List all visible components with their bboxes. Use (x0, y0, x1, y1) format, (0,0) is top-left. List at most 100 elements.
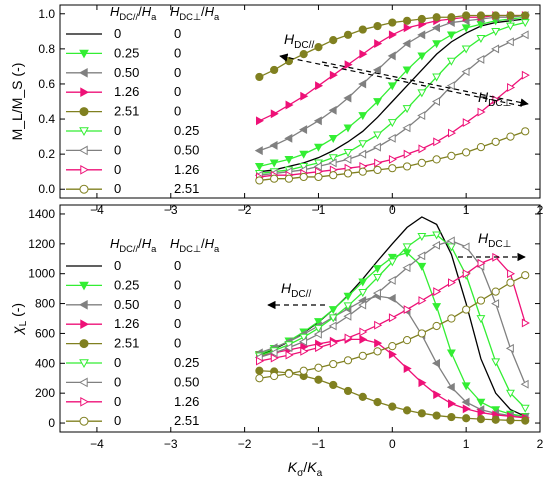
data-point (388, 154, 397, 164)
data-point (388, 402, 397, 411)
legend-entry: 0 2.51 (66, 413, 199, 428)
y-tick-label: 1200 (28, 237, 55, 251)
data-point (417, 232, 427, 241)
legend-col2: 1.26 (174, 162, 199, 177)
data-point (343, 169, 353, 178)
data-point (373, 131, 382, 140)
data-point (284, 133, 293, 143)
annotation: HDC⊥ (321, 61, 529, 109)
legend-col1: 2.51 (114, 104, 139, 119)
legend-col1: 0.25 (114, 45, 139, 60)
data-point (358, 278, 368, 287)
series-line (259, 14, 526, 122)
data-point (491, 299, 500, 309)
data-point (448, 128, 457, 138)
annotation: HDC⊥ (458, 230, 526, 262)
annotation-label: HDC⊥ (478, 230, 511, 250)
data-point (343, 93, 352, 103)
data-point (418, 378, 427, 388)
data-point (299, 333, 309, 342)
data-point (491, 44, 500, 54)
legend-col2: 0 (174, 258, 181, 273)
data-point (344, 333, 353, 343)
data-point (314, 363, 323, 372)
data-point (373, 98, 382, 107)
legend-entry: 1.26 0 (66, 316, 181, 331)
y-tick-label: 0.6 (38, 77, 55, 91)
data-point (359, 334, 368, 344)
legend-col1: 0 (114, 355, 121, 370)
legend-entry: 0 0.50 (66, 142, 199, 157)
data-point (358, 351, 367, 360)
legend-entry: 0 0.50 (66, 374, 199, 389)
data-point (477, 408, 486, 418)
data-point (491, 27, 501, 36)
series-5 (254, 231, 530, 413)
data-point (255, 176, 264, 185)
data-point (462, 148, 471, 157)
annotation-label: HDC// (284, 31, 314, 51)
x-tick-label: 1 (463, 437, 470, 451)
data-point (521, 70, 530, 80)
legend-col1: 0.50 (114, 297, 139, 312)
legend-col1: 0.25 (114, 277, 139, 292)
data-point (358, 112, 368, 121)
data-point (358, 300, 367, 310)
legend-entry: 2.51 0 (66, 104, 181, 119)
data-point (328, 314, 338, 323)
data-point (387, 258, 397, 267)
data-point (461, 45, 471, 54)
data-point (403, 23, 412, 33)
data-point (433, 137, 442, 147)
legend-entry: 0.50 0 (66, 297, 181, 312)
y-tick-label: 0.2 (38, 147, 55, 161)
legend-col2: 0 (174, 26, 181, 41)
annotation-label: HDC// (281, 280, 311, 300)
data-point (373, 398, 382, 407)
data-point (520, 404, 530, 413)
data-point (343, 149, 353, 158)
data-point (388, 313, 397, 323)
data-point (476, 315, 486, 324)
data-point (269, 159, 279, 168)
data-point (256, 116, 265, 126)
data-point (477, 258, 486, 268)
data-point (256, 356, 265, 366)
data-point (476, 296, 486, 305)
data-point (506, 11, 515, 20)
data-point (476, 398, 486, 407)
data-point (387, 133, 396, 143)
data-point (477, 107, 486, 117)
data-point (343, 124, 353, 133)
legend-col1: 1.26 (114, 316, 139, 331)
data-point (417, 111, 426, 120)
data-point (507, 269, 516, 279)
data-point (328, 306, 338, 315)
data-point (300, 91, 309, 101)
data-point (446, 243, 456, 252)
series-8 (255, 271, 530, 383)
data-point (417, 251, 426, 261)
x-tick-label: 2 (537, 437, 544, 451)
data-point (284, 343, 293, 353)
data-point (387, 293, 396, 303)
data-point (402, 243, 412, 252)
legend-entry: 0.25 0 (66, 45, 181, 60)
legend: HDC///Ha HDC⊥/Ha0 00.25 00.50 01.26 02.51 00 0.… (66, 236, 220, 428)
data-point (417, 262, 427, 271)
legend: HDC///Ha HDC⊥/Ha0 00.25 00.50 01.26 02.51 00 0.… (66, 4, 220, 196)
data-point (418, 144, 427, 154)
data-point (387, 275, 396, 285)
legend-col2: 0.50 (174, 142, 199, 157)
series-1 (254, 249, 530, 421)
y-tick-label: 1400 (28, 207, 55, 221)
legend-col1: 0 (114, 374, 121, 389)
data-point (417, 52, 427, 61)
data-point (462, 414, 471, 423)
data-point (432, 303, 442, 312)
data-point (328, 158, 337, 168)
data-point (521, 271, 530, 280)
data-point (402, 105, 412, 114)
data-point (314, 143, 323, 152)
